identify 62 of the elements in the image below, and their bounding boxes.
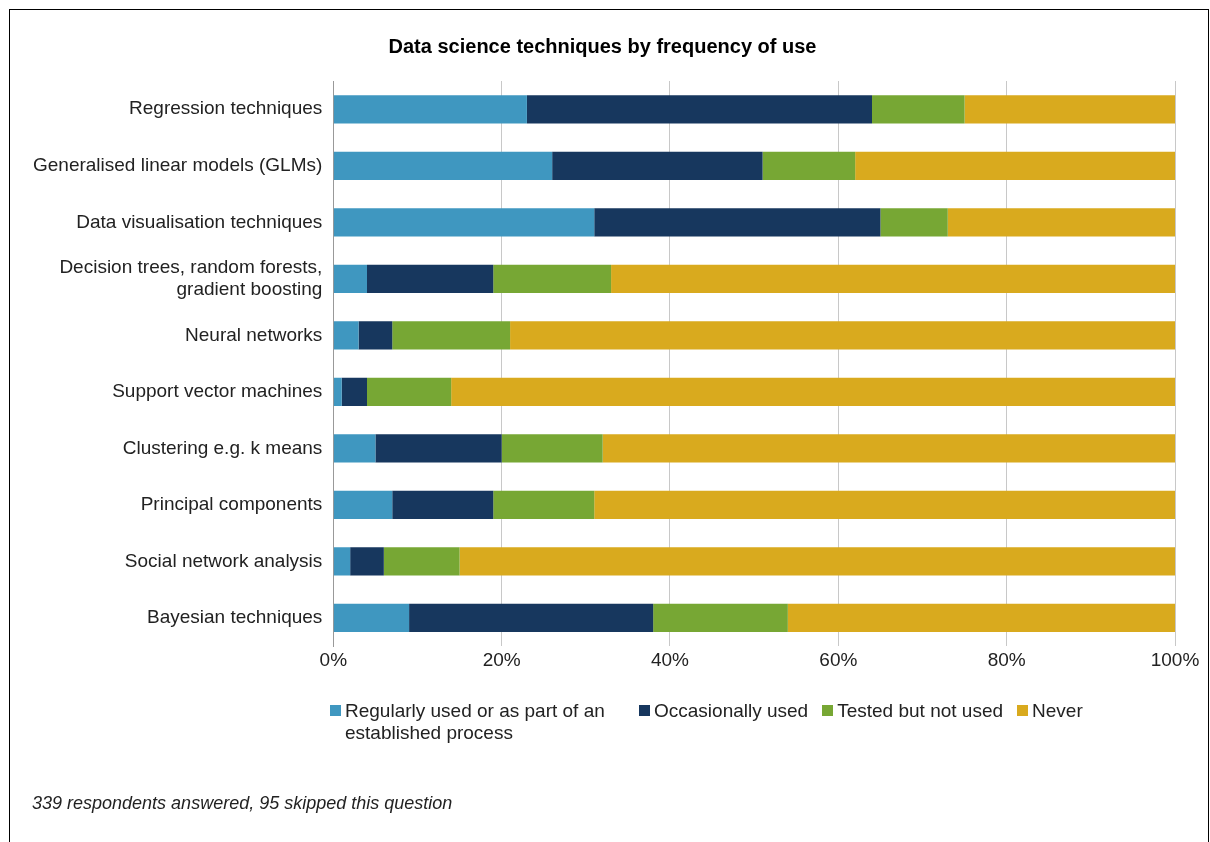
bar xyxy=(383,547,460,576)
y-tick-label: Data visualisation techniques xyxy=(76,210,323,232)
bar xyxy=(341,377,367,406)
x-tick-label: 20% xyxy=(482,648,521,670)
legend-label: Regularly used or as part of an established process xyxy=(345,700,606,744)
y-tick-label: Bayesian techniques xyxy=(146,606,323,628)
y-tick-label: Regression techniques xyxy=(129,97,323,119)
bar xyxy=(333,264,367,293)
bar xyxy=(333,434,376,463)
bar xyxy=(787,603,1175,633)
y-tick-label: Clustering e.g. k means xyxy=(122,436,323,458)
bar xyxy=(333,490,393,520)
bar xyxy=(451,377,1175,406)
y-tick-label: Social network analysis xyxy=(124,549,323,571)
bar xyxy=(333,151,553,180)
bar xyxy=(526,95,872,124)
y-tick-label: Decision trees, random forests, gradient boosting xyxy=(59,255,323,300)
bar xyxy=(880,208,948,237)
x-tick-label: 40% xyxy=(650,648,690,670)
chart-title: Data science techniques by frequency of use xyxy=(388,34,817,57)
bar xyxy=(333,547,351,576)
bar xyxy=(501,434,603,463)
y-tick-label: Generalised linear models (GLMs) xyxy=(32,154,323,176)
bar xyxy=(367,264,494,293)
x-tick-label: 0% xyxy=(319,648,348,670)
bar xyxy=(459,547,1175,576)
bar xyxy=(392,490,494,520)
bar xyxy=(552,151,763,180)
bar xyxy=(611,264,1175,293)
bar xyxy=(594,490,1175,520)
text: 339 respondents answered, 95 skipped this question xyxy=(32,793,453,814)
legend-label: Tested but not used xyxy=(837,700,1004,722)
bar xyxy=(493,490,595,520)
bar xyxy=(358,321,393,350)
bar xyxy=(333,377,342,406)
bar xyxy=(409,603,654,633)
bar xyxy=(855,151,1175,180)
bar xyxy=(333,208,595,237)
y-tick-label: Principal components xyxy=(140,493,323,515)
bar xyxy=(594,208,881,237)
legend-label: Occasionally used xyxy=(654,700,809,722)
bar xyxy=(333,321,359,350)
bar xyxy=(510,321,1175,350)
bar xyxy=(872,95,965,124)
bar xyxy=(392,321,511,350)
bar xyxy=(333,603,410,633)
x-tick-label: 80% xyxy=(987,648,1026,670)
bar xyxy=(602,434,1175,463)
bar xyxy=(964,95,1175,124)
y-tick-label: Neural networks xyxy=(185,323,323,345)
x-tick-label: 100% xyxy=(1150,648,1200,670)
bar xyxy=(762,151,856,180)
bar xyxy=(493,264,612,293)
bar xyxy=(947,208,1175,237)
legend-label: Never xyxy=(1032,700,1083,722)
bar xyxy=(653,603,788,633)
bar xyxy=(375,434,502,463)
bar xyxy=(350,547,384,576)
bar xyxy=(367,377,452,406)
x-tick-label: 60% xyxy=(819,648,858,670)
y-tick-label: Support vector machines xyxy=(112,380,323,402)
bar xyxy=(333,95,527,124)
